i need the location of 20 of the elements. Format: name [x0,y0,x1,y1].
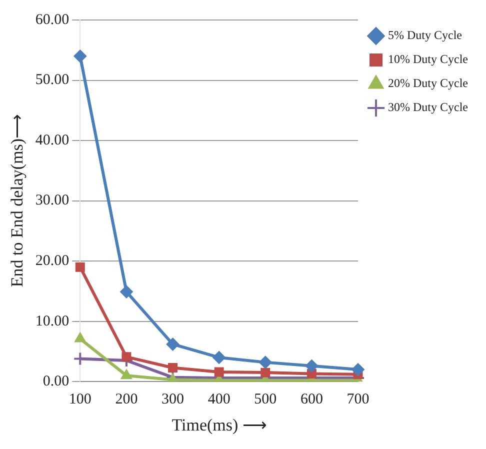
y-tick-label: 30.00 [35,192,70,209]
y-tick-label: 0.00 [42,374,70,390]
x-tick-label: 600 [300,392,323,408]
x-tick-label: 500 [254,392,277,408]
y-tick-label: 40.00 [35,132,70,148]
x-tick-label: 400 [208,392,230,408]
y-tick-label: 20.00 [35,253,70,270]
y-tick-label: 50.00 [35,72,70,88]
y-tick-label: 60.00 [35,12,70,28]
legend-label: 20% Duty Cycle [388,76,468,90]
x-tick-label: 300 [162,392,184,408]
legend-label: 30% Duty Cycle [388,100,468,114]
y-tick-label: 10.00 [35,313,70,330]
x-tick-label: 100 [68,392,92,408]
x-tick-label: 200 [115,392,138,408]
legend-label: 5% Duty Cycle [388,28,462,42]
x-axis-title: Time(ms) ⟶ [172,415,266,434]
x-tick-label: 700 [346,392,370,408]
y-axis-title: End to End delay(ms)⟶ [8,114,27,288]
legend-label: 10% Duty Cycle [388,52,468,66]
